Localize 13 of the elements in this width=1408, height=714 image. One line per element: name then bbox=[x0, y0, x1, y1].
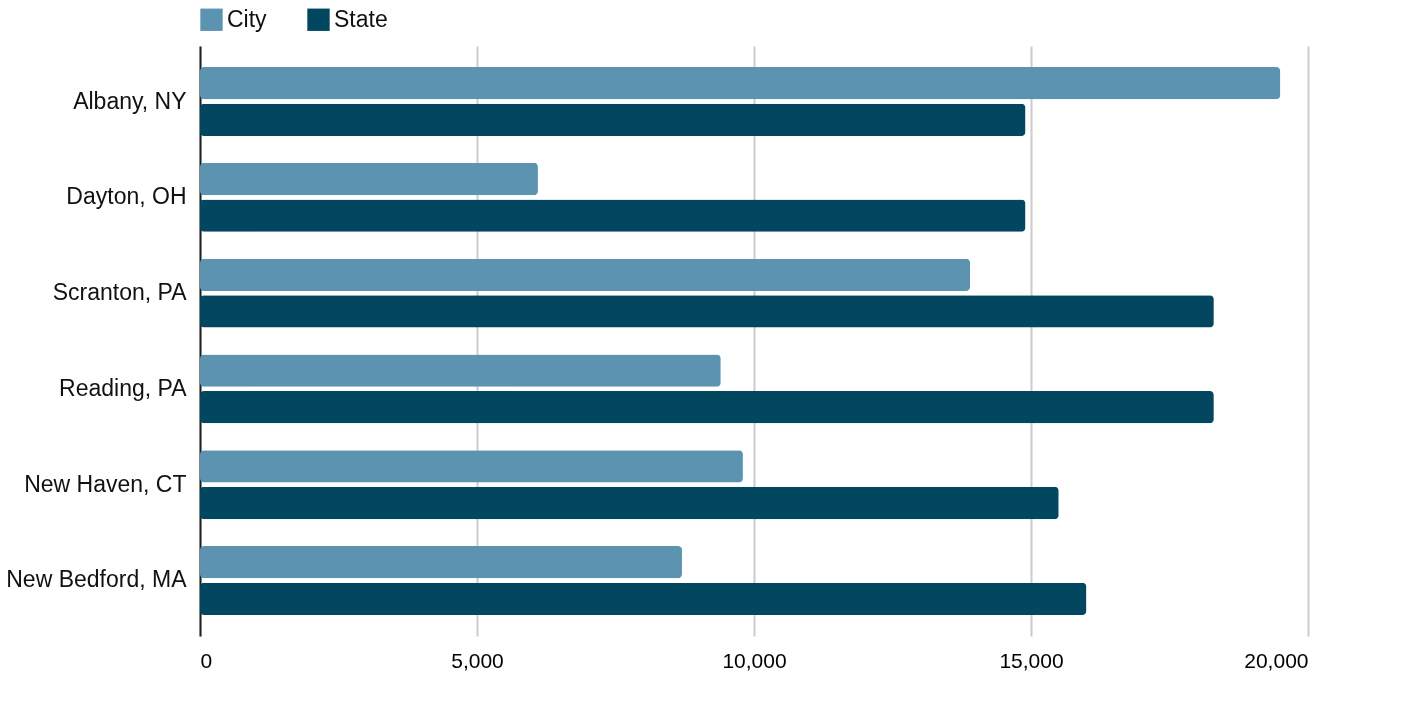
legend-label: City bbox=[227, 5, 268, 32]
x-tick-label: 15,000 bbox=[999, 648, 1064, 672]
legend-label: State bbox=[334, 5, 388, 32]
y-tick-label: Reading, PA bbox=[59, 374, 188, 401]
y-tick-label: Albany, NY bbox=[73, 87, 187, 114]
x-tick-label: 20,000 bbox=[1244, 648, 1309, 672]
x-tick-label: 10,000 bbox=[722, 648, 787, 672]
y-tick-label: New Bedford, MA bbox=[6, 566, 188, 593]
y-tick-label: Dayton, OH bbox=[66, 183, 187, 210]
x-tick-label: 0 bbox=[200, 648, 213, 672]
y-tick-label: New Haven, CT bbox=[24, 470, 187, 497]
x-tick-label: 5,000 bbox=[451, 648, 504, 672]
y-tick-label: Scranton, PA bbox=[52, 279, 188, 306]
